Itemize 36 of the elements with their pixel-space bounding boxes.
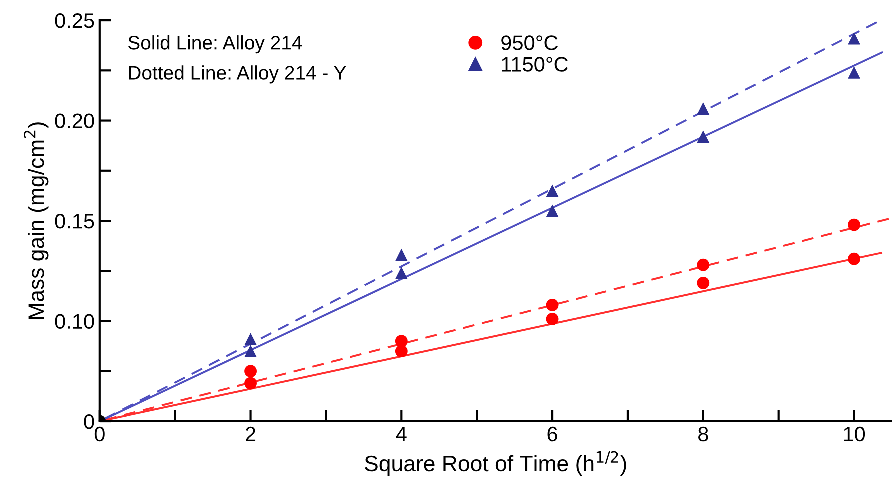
point — [395, 335, 408, 348]
y-tick-label: 0.20 — [55, 114, 94, 129]
point — [546, 299, 559, 312]
y-tick-label: 0.10 — [55, 314, 94, 330]
point — [848, 66, 860, 79]
point — [848, 218, 860, 232]
point — [848, 32, 860, 45]
point — [546, 184, 559, 198]
point — [697, 258, 710, 272]
x-tick-label: 6 — [548, 426, 558, 442]
y-tick-label: 0 — [84, 414, 94, 430]
x-tick-label: 0 — [94, 426, 105, 442]
point — [546, 313, 559, 326]
legend-label: 950°C — [502, 36, 558, 50]
annotation: Dotted Line: Alloy 214 - Y — [129, 66, 346, 84]
annotation: Solid Line: Alloy 214 — [128, 36, 302, 54]
point — [697, 102, 710, 115]
point — [244, 377, 257, 390]
x-axis-title: Square Root of Time (h$^{1/2}$) — [365, 451, 626, 476]
point — [848, 252, 860, 266]
x-tick-label: 8 — [698, 426, 708, 442]
point — [244, 333, 257, 346]
x-tick-label: 4 — [396, 427, 407, 442]
point — [244, 365, 257, 378]
point — [697, 276, 710, 290]
point — [546, 204, 559, 218]
legend-label: 1150°C — [502, 57, 568, 72]
point — [697, 130, 710, 144]
y-tick-label: 0.25 — [55, 14, 94, 28]
point — [395, 248, 408, 262]
x-tick-label: 2 — [246, 426, 256, 442]
point — [244, 345, 257, 358]
point — [395, 266, 408, 280]
y-axis-title: Mass gain (mg/cm$^{2}$) — [24, 122, 49, 320]
x-tick-label: 10 — [844, 426, 866, 442]
y-tick-label: 0.15 — [55, 214, 94, 229]
